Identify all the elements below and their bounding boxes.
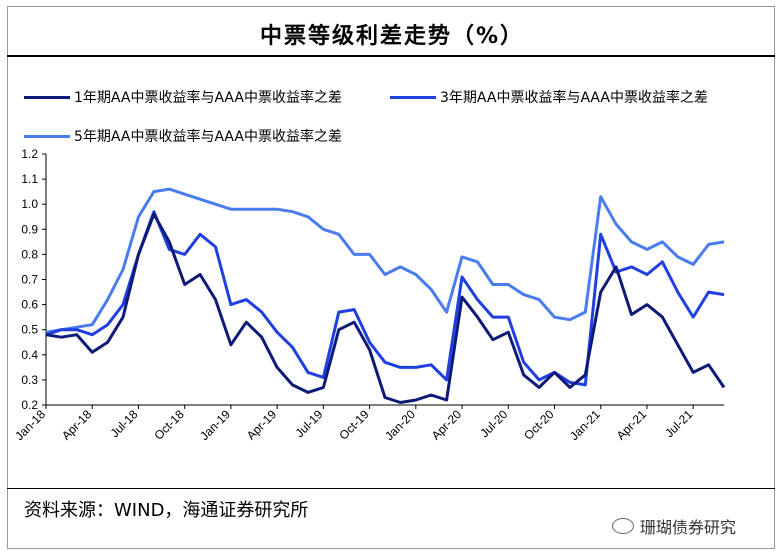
- page-title: 中票等级利差走势（%）: [259, 24, 525, 49]
- x-tick-label: Apr-21: [614, 407, 650, 443]
- y-tick-label: 1.1: [21, 172, 38, 186]
- watermark-text: 珊瑚债券研究: [640, 518, 737, 537]
- chart-frame: [7, 6, 775, 549]
- legend-label-series1: 1年期AA中票收益率与AAA中票收益率之差: [74, 90, 342, 106]
- x-tick-label: Oct-20: [521, 407, 557, 443]
- y-tick-label: 0.6: [21, 298, 38, 312]
- legend-label-series3: 5年期AA中票收益率与AAA中票收益率之差: [74, 129, 342, 145]
- y-tick-label: 1.0: [21, 197, 38, 211]
- y-tick-label: 0.2: [21, 398, 38, 412]
- y-tick-label: 1.2: [21, 147, 38, 161]
- y-tick-label: 0.5: [21, 323, 38, 337]
- legend-item-series3: 5年期AA中票收益率与AAA中票收益率之差: [24, 126, 342, 146]
- legend-item-series1: 1年期AA中票收益率与AAA中票收益率之差: [24, 87, 342, 107]
- legend-swatch-series1: [24, 95, 70, 99]
- source-note: 资料来源：WIND，海通证券研究所: [24, 500, 309, 521]
- y-tick-label: 0.9: [21, 222, 38, 236]
- x-tick-label: Apr-18: [59, 407, 95, 443]
- series-line-2: [45, 210, 725, 387]
- series-line-1: [45, 212, 726, 404]
- x-tick-label: Jan-19: [197, 407, 233, 443]
- watermark: 珊瑚债券研究: [612, 514, 736, 538]
- title-divider: [7, 55, 775, 57]
- footer-divider: [7, 488, 775, 489]
- x-tick-label: Jul-18: [108, 407, 141, 440]
- x-tick-label: Jan-20: [382, 407, 418, 443]
- legend-swatch-series2: [390, 95, 436, 99]
- y-tick-label: 0.8: [21, 247, 38, 261]
- y-tick-label: 0.7: [21, 273, 38, 287]
- x-tick-label: Apr-20: [429, 407, 465, 443]
- x-tick-label: Jan-21: [567, 407, 603, 443]
- series-line-3: [45, 187, 725, 334]
- legend-label-series2: 3年期AA中票收益率与AAA中票收益率之差: [440, 90, 708, 106]
- x-tick-label: Oct-18: [151, 407, 187, 443]
- x-tick-label: Jul-19: [292, 407, 325, 440]
- y-tick-label: 0.4: [21, 348, 38, 362]
- legend-swatch-series3: [24, 134, 70, 138]
- x-tick-label: Jan-18: [12, 407, 48, 443]
- x-tick-label: Apr-19: [244, 407, 280, 443]
- x-tick-label: Oct-19: [336, 407, 372, 443]
- wechat-icon: [612, 518, 634, 534]
- y-tick-label: 0.3: [21, 373, 38, 387]
- x-tick-label: Jul-21: [662, 407, 695, 440]
- x-tick-label: Jul-20: [477, 407, 510, 440]
- legend-item-series2: 3年期AA中票收益率与AAA中票收益率之差: [390, 87, 708, 107]
